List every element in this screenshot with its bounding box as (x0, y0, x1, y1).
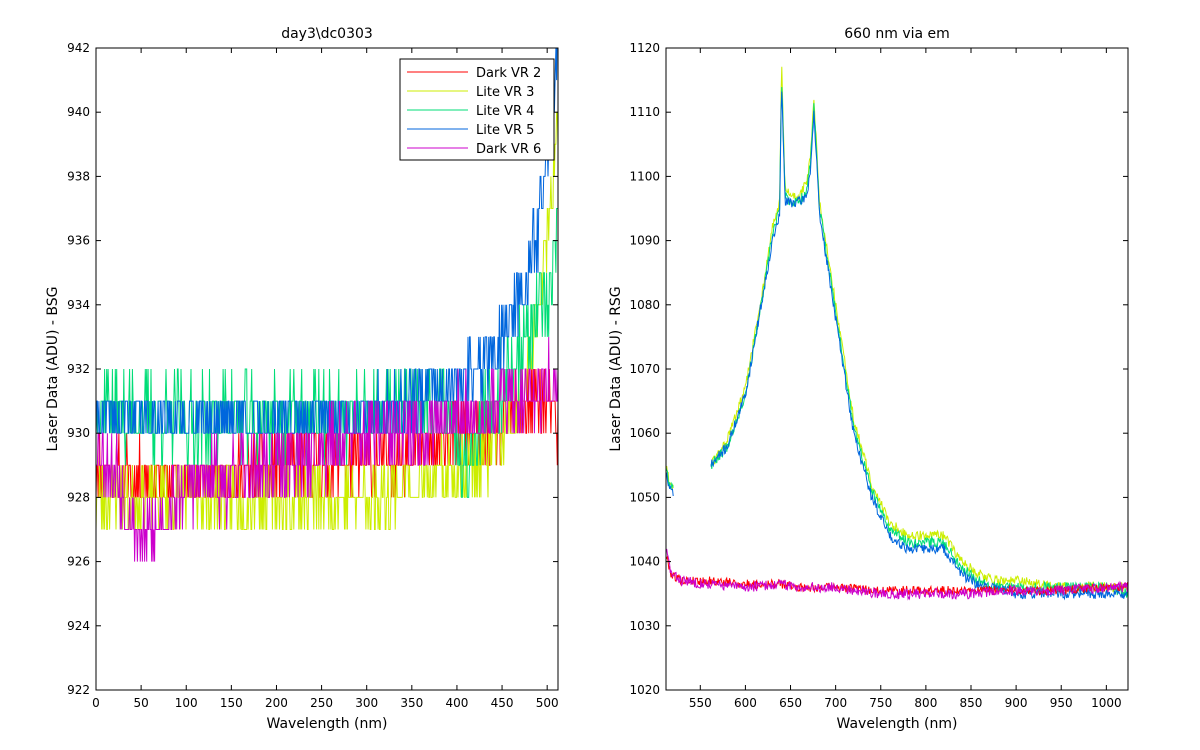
left-y-tick-label: 928 (67, 490, 90, 504)
right-x-tick-label: 950 (1050, 696, 1073, 710)
legend-label: Dark VR 2 (476, 66, 541, 81)
left-y-axis-label: Laser Data (ADU) - BSG (45, 287, 61, 452)
left-x-tick-label: 0 (92, 696, 100, 710)
right-y-tick-label: 1110 (629, 105, 660, 119)
right-series-line-1-part-0 (666, 467, 674, 490)
right-y-tick-label: 1080 (629, 298, 660, 312)
right-y-axis-ticks: 1020 1030 1040 1050 1060 1070 1080 1090 1100 1110… (629, 41, 1128, 697)
right-x-tick-label: 700 (824, 696, 847, 710)
right-y-tick-label: 1100 (629, 169, 660, 183)
left-x-tick-label: 350 (400, 696, 423, 710)
right-series-line-4 (666, 548, 1128, 601)
left-x-axis-label: Wavelength (nm) (267, 716, 388, 732)
legend-label: Lite VR 3 (476, 85, 534, 100)
left-x-tick-label: 400 (445, 696, 468, 710)
legend-label: Lite VR 4 (476, 104, 534, 119)
legend-entry-lite-vr-4: Lite VR 4 (407, 104, 534, 119)
right-y-tick-label: 1040 (629, 555, 660, 569)
right-x-tick-label: 800 (914, 696, 937, 710)
right-series-group (666, 66, 1128, 601)
left-series-line-3 (96, 48, 558, 434)
left-y-tick-label: 942 (67, 41, 90, 55)
left-y-tick-label: 934 (67, 298, 90, 312)
right-y-tick-label: 1070 (629, 362, 660, 376)
right-x-tick-label: 750 (869, 696, 892, 710)
left-chart-title: day3\dc0303 (281, 26, 373, 42)
left-series-line-1 (96, 111, 558, 530)
left-x-tick-label: 200 (265, 696, 288, 710)
left-y-tick-label: 922 (67, 683, 90, 697)
left-x-axis-ticks: 0 50 100 150 200 250 300 350 400 450 500 (92, 48, 559, 710)
right-x-tick-label: 850 (960, 696, 983, 710)
right-series-line-3 (666, 554, 1128, 597)
left-y-tick-label: 938 (67, 169, 90, 183)
left-y-tick-label: 932 (67, 362, 90, 376)
right-x-tick-label: 550 (689, 696, 712, 710)
left-y-tick-label: 936 (67, 234, 90, 248)
right-x-tick-label: 1000 (1091, 696, 1122, 710)
left-x-tick-label: 150 (220, 696, 243, 710)
right-series-line-2-part-1 (710, 91, 1128, 601)
right-series-line-2-part-0 (666, 472, 674, 497)
right-x-axis-ticks: 550 600 650 700 750 800 850 900 950 1000 (689, 48, 1122, 710)
right-y-tick-label: 1030 (629, 619, 660, 633)
left-series-line-4 (96, 336, 558, 562)
right-y-tick-label: 1060 (629, 426, 660, 440)
left-series-group (96, 48, 558, 562)
legend-label: Lite VR 5 (476, 123, 534, 138)
right-y-tick-label: 1120 (629, 41, 660, 55)
right-y-tick-label: 1090 (629, 234, 660, 248)
left-x-tick-label: 50 (133, 696, 148, 710)
right-x-tick-label: 600 (734, 696, 757, 710)
left-chart-panel: 0 50 100 150 200 250 300 350 400 450 500 922 924 926… (45, 26, 559, 732)
left-x-tick-label: 450 (491, 696, 514, 710)
left-x-tick-label: 250 (310, 696, 333, 710)
right-y-tick-label: 1020 (629, 683, 660, 697)
left-y-tick-label: 940 (67, 105, 90, 119)
left-x-tick-label: 500 (536, 696, 559, 710)
left-y-axis-ticks: 922 924 926 928 930 932 934 936 938 940 942 (67, 41, 558, 697)
right-x-tick-label: 900 (1005, 696, 1028, 710)
left-y-tick-label: 926 (67, 555, 90, 569)
right-y-tick-label: 1050 (629, 490, 660, 504)
left-x-tick-label: 300 (355, 696, 378, 710)
right-chart-panel: 550 600 650 700 750 800 850 900 950 1000 1020 1030… (608, 26, 1129, 732)
right-x-axis-label: Wavelength (nm) (837, 716, 958, 732)
right-x-tick-label: 650 (779, 696, 802, 710)
left-y-tick-label: 930 (67, 426, 90, 440)
legend-entry-lite-vr-3: Lite VR 3 (407, 85, 534, 100)
left-x-tick-label: 100 (175, 696, 198, 710)
legend: Dark VR 2 Lite VR 3 Lite VR 4 Lite VR 5 … (399, 58, 555, 161)
legend-label: Dark VR 6 (476, 142, 541, 157)
right-y-axis-label: Laser Data (ADU) - RSG (608, 286, 624, 451)
left-y-tick-label: 924 (67, 619, 90, 633)
legend-entry-lite-vr-5: Lite VR 5 (407, 123, 534, 138)
legend-entry-dark-vr-2: Dark VR 2 (407, 66, 541, 81)
right-chart-title: 660 nm via em (844, 26, 950, 42)
legend-entry-dark-vr-6: Dark VR 6 (407, 142, 541, 157)
